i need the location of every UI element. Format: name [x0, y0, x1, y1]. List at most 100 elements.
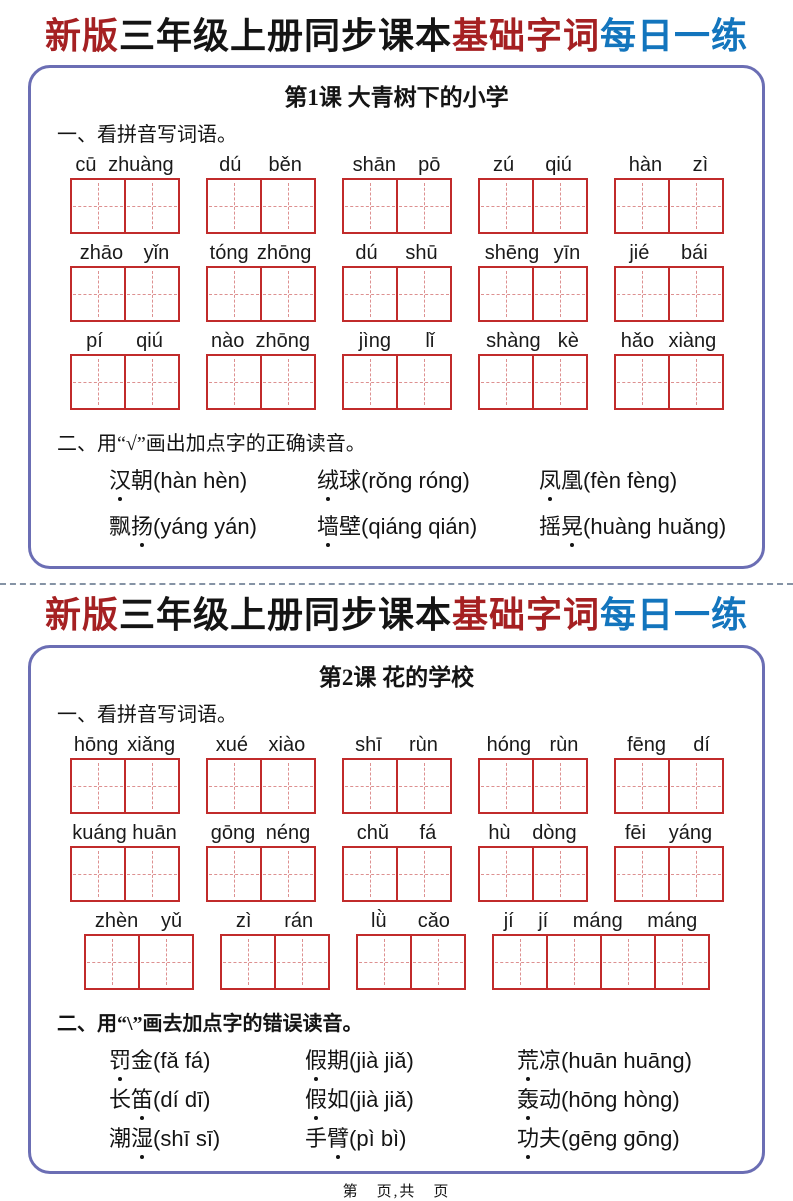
- phonics-item: 轰动(hōng hòng): [517, 1085, 742, 1115]
- pinyin-rows: cū zhuàng dú běn shān pō zú qiú hàn zì zhāo yǐn tóng…: [51, 153, 742, 417]
- character: 壁: [339, 514, 362, 540]
- pinyin-word-group: hóng rùn: [477, 733, 588, 814]
- pinyin-word-group: lǜ cǎo: [355, 909, 466, 990]
- pinyin-syllables: xué xiào: [206, 733, 316, 757]
- pinyin-syllable: fá: [419, 821, 437, 844]
- pinyin-syllable: bái: [680, 242, 708, 265]
- phonics-item: 墙壁(qiáng qián): [317, 512, 539, 542]
- writing-cell: [69, 266, 126, 323]
- pinyin-word-group: zhèn yǔ: [83, 909, 194, 990]
- pinyin-syllable: tóng: [209, 242, 249, 265]
- character: 手: [305, 1125, 328, 1151]
- writing-cell: [259, 845, 316, 902]
- dotted-character: 扬: [131, 512, 153, 542]
- pinyin-syllable: kuáng: [72, 821, 127, 844]
- pinyin-syllables: jié bái: [614, 241, 724, 265]
- pinyin-syllable: xiàng: [668, 330, 717, 353]
- writing-cell: [69, 178, 126, 235]
- phonics-row: 罚金(fǎ fá) 假期(jià jiǎ) 荒凉(huān huāng): [109, 1046, 742, 1076]
- section1-heading: 一、看拼音写词语。: [57, 703, 237, 726]
- writing-grid: [613, 178, 724, 235]
- writing-cell: [491, 933, 548, 990]
- section2-heading: 二、用“√”画出加点字的正确读音。: [57, 433, 366, 456]
- phonics-word: 荒凉: [517, 1048, 561, 1073]
- pinyin-syllables: tóng zhōng: [206, 241, 316, 265]
- pinyin-word-group: tóng zhōng: [205, 241, 316, 323]
- pinyin-word-group: shàng kè: [477, 329, 588, 411]
- pinyin-syllable: zhōng: [255, 330, 310, 353]
- pinyin-word-group: kuáng huān: [69, 821, 180, 902]
- pinyin-syllable: huān: [132, 821, 177, 844]
- phonics-row: 潮湿(shī sī) 手臂(pì bì) 功夫(gēng gōng): [109, 1124, 742, 1154]
- pinyin-rows: hōng xiǎng xué xiào shī rùn hóng rùn fēng dí kuáng…: [51, 733, 742, 997]
- writing-cell: [123, 354, 180, 411]
- dotted-character: 绒: [317, 466, 339, 496]
- title-segment: 新版: [44, 16, 119, 56]
- pinyin-options: (gēng gōng): [561, 1125, 680, 1151]
- pinyin-syllable: hóng: [486, 733, 532, 756]
- dotted-character: 臂: [327, 1124, 349, 1154]
- pinyin-word-group: xué xiào: [205, 733, 316, 814]
- pinyin-syllable: zhèn: [94, 909, 139, 932]
- writing-cell: [205, 266, 262, 323]
- writing-cell: [613, 845, 670, 902]
- writing-grid: [341, 354, 452, 411]
- character: 夫: [539, 1125, 562, 1151]
- writing-cell: [205, 178, 262, 235]
- character: 如: [327, 1086, 350, 1112]
- dotted-character: 假: [305, 1046, 327, 1076]
- writing-cell: [477, 354, 534, 411]
- phonics-word: 功夫: [517, 1126, 561, 1151]
- dotted-character: 笛: [131, 1085, 153, 1115]
- pinyin-options: (huàng huǎng): [583, 514, 727, 540]
- pinyin-options: (jià jiǎ): [349, 1047, 414, 1073]
- pinyin-word-group: jìng lǐ: [341, 329, 452, 411]
- writing-cell: [667, 845, 724, 902]
- phonics-word: 长笛: [109, 1087, 153, 1112]
- pinyin-options: (dí dī): [153, 1086, 211, 1112]
- pinyin-word-group: zì rán: [219, 909, 330, 990]
- pinyin-syllables: zhāo yǐn: [70, 241, 180, 265]
- writing-cell: [83, 933, 140, 990]
- pinyin-options: (rǒng róng): [361, 468, 470, 494]
- writing-cell: [69, 354, 126, 411]
- worksheet-page: 新版三年级上册同步课本基础字词每日一练 第1课 大青树下的小学 一、看拼音写词语…: [0, 0, 793, 1122]
- pinyin-syllable: hù: [488, 821, 511, 844]
- writing-cell: [531, 845, 588, 902]
- phonics-row: 汉朝(hàn hèn) 绒球(rǒng róng) 凤凰(fèn fèng): [109, 466, 742, 496]
- phonics-word: 墙壁: [317, 514, 361, 539]
- pinyin-syllable: zhuàng: [108, 154, 174, 177]
- dotted-character: 荒: [517, 1046, 539, 1076]
- writing-grid: [69, 178, 180, 235]
- writing-cell: [395, 757, 452, 814]
- pinyin-syllable: jié: [629, 242, 650, 265]
- writing-cell: [395, 266, 452, 323]
- pinyin-syllable: qiú: [136, 330, 163, 353]
- pinyin-syllables: gōng néng: [206, 821, 316, 845]
- character: 凰: [561, 468, 584, 494]
- pinyin-syllables: shī rùn: [342, 733, 452, 757]
- page-separator: [0, 583, 793, 586]
- pinyin-syllable: dòng: [532, 821, 577, 844]
- pinyin-word-group: dú shū: [341, 241, 452, 323]
- pinyin-row: pí qiú nào zhōng jìng lǐ shàng kè hǎo xiàng: [69, 329, 724, 411]
- pinyin-word-group: hàn zì: [613, 153, 724, 235]
- writing-grid: [83, 933, 194, 990]
- character: 长: [109, 1086, 132, 1112]
- writing-cell: [205, 757, 262, 814]
- phonics-item: 绒球(rǒng róng): [317, 466, 539, 496]
- writing-cell: [409, 933, 466, 990]
- pinyin-syllable: nào: [211, 330, 245, 353]
- writing-grid: [341, 757, 452, 814]
- writing-cell: [259, 178, 316, 235]
- pinyin-syllable: běn: [268, 154, 302, 177]
- lesson-title: 第2课 花的学校: [318, 664, 475, 690]
- pinyin-syllable: jí: [538, 909, 549, 932]
- writing-grid: [341, 845, 452, 902]
- pinyin-syllable: fēng: [627, 733, 667, 756]
- pinyin-options: (huān huāng): [561, 1047, 692, 1073]
- phonics-item: 荒凉(huān huāng): [517, 1046, 742, 1076]
- writing-grid: [613, 354, 724, 411]
- pinyin-word-group: chǔ fá: [341, 821, 452, 902]
- pinyin-syllable: gōng: [210, 821, 256, 844]
